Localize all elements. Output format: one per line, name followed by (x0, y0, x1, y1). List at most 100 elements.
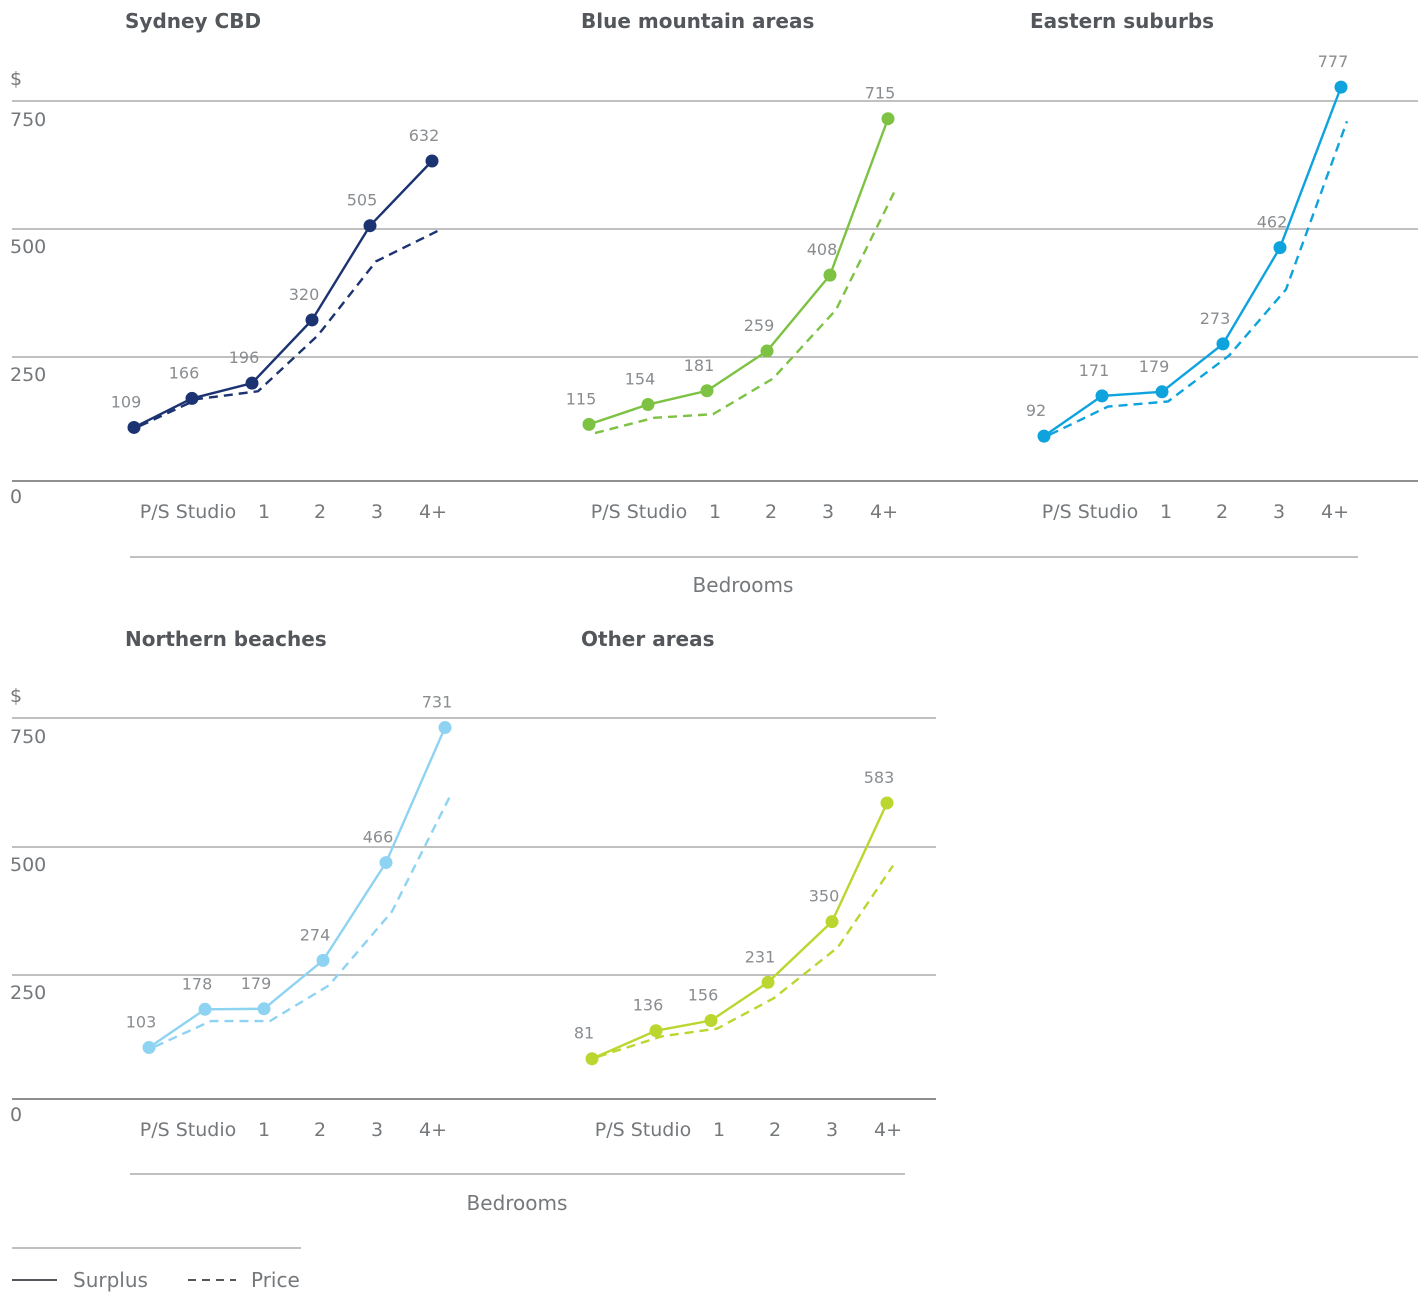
data-label: 154 (625, 370, 656, 389)
surplus-point (823, 268, 837, 282)
category-label: 2 (765, 501, 777, 523)
ytick-label: 500 (10, 854, 46, 876)
category-label: 1 (1160, 501, 1172, 523)
panel-title: Blue mountain areas (581, 9, 814, 33)
data-label: 136 (633, 996, 664, 1015)
category-label: P/S Studio (140, 1119, 236, 1141)
category-label: 3 (826, 1119, 838, 1141)
category-label: 3 (822, 501, 834, 523)
panel-title: Northern beaches (125, 627, 327, 651)
ytick-label: 250 (10, 982, 46, 1004)
surplus-series-line (148, 727, 447, 1049)
category-label: 4+ (874, 1119, 902, 1141)
yaxis-unit-label: $ (10, 68, 22, 90)
ytick-label: 500 (10, 236, 46, 258)
surplus-point (700, 384, 714, 398)
panel-title: Sydney CBD (125, 9, 261, 33)
surplus-point (641, 398, 655, 412)
data-label: 179 (1139, 357, 1170, 376)
panel-title: Other areas (581, 627, 715, 651)
surplus-series-line (1043, 86, 1343, 438)
data-label: 166 (169, 363, 200, 382)
data-label: 181 (684, 356, 715, 375)
category-label: P/S Studio (140, 501, 236, 523)
data-label: 632 (409, 126, 440, 145)
legend-surplus-label: Surplus (73, 1268, 148, 1292)
data-label: 178 (182, 974, 213, 993)
data-label: 583 (864, 768, 895, 787)
surplus-point (1037, 429, 1051, 443)
surplus-point (761, 975, 775, 989)
surplus-point (363, 219, 377, 233)
data-label: 274 (300, 925, 331, 944)
surplus-point (881, 112, 895, 126)
category-label: 2 (314, 501, 326, 523)
legend-price-label: Price (251, 1268, 300, 1292)
category-label: 3 (1273, 501, 1285, 523)
category-label: 2 (769, 1119, 781, 1141)
surplus-point (1095, 389, 1109, 403)
surplus-point (760, 344, 774, 358)
category-label: 4+ (419, 501, 447, 523)
surplus-series-line (133, 160, 433, 429)
surplus-point (1334, 80, 1348, 94)
yaxis-unit-label: $ (10, 685, 22, 707)
data-label: 179 (241, 974, 272, 993)
category-label: 4+ (870, 501, 898, 523)
category-label: 4+ (1321, 501, 1349, 523)
surplus-point (649, 1024, 663, 1038)
data-label: 350 (809, 887, 840, 906)
category-label: 2 (314, 1119, 326, 1141)
data-label: 156 (688, 986, 719, 1005)
xaxis-title-row2: Bedrooms (467, 1191, 568, 1215)
surplus-point (825, 915, 839, 929)
category-label: 3 (371, 501, 383, 523)
category-label: 4+ (419, 1119, 447, 1141)
data-label: 109 (111, 392, 142, 411)
surplus-point (142, 1041, 156, 1055)
data-label: 462 (1257, 213, 1288, 232)
data-label: 259 (744, 316, 775, 335)
surplus-point (582, 417, 596, 431)
price-series-line (597, 864, 894, 1058)
data-label: 81 (574, 1024, 594, 1043)
data-label: 408 (807, 240, 838, 259)
surplus-series-line (588, 118, 890, 426)
data-label: 715 (865, 84, 896, 103)
xaxis-title-row1: Bedrooms (693, 573, 794, 597)
data-label: 171 (1079, 361, 1110, 380)
category-label: P/S Studio (1042, 501, 1138, 523)
data-label: 777 (1318, 52, 1349, 71)
ytick-label: 750 (10, 726, 46, 748)
surplus-point (585, 1052, 599, 1066)
category-label: P/S Studio (591, 501, 687, 523)
ytick-label: 250 (10, 364, 46, 386)
category-label: 1 (258, 1119, 270, 1141)
surplus-point (1273, 241, 1287, 255)
ytick-label: 750 (10, 109, 46, 131)
data-label: 115 (566, 389, 597, 408)
category-label: 1 (258, 501, 270, 523)
surplus-point (257, 1002, 271, 1016)
surplus-point (198, 1002, 212, 1016)
surplus-point (185, 391, 199, 405)
category-label: 1 (709, 501, 721, 523)
surplus-point (438, 721, 452, 735)
data-label: 273 (1200, 309, 1231, 328)
data-label: 505 (347, 191, 378, 210)
surplus-point (1216, 337, 1230, 351)
data-label: 466 (363, 828, 394, 847)
surplus-point (379, 856, 393, 870)
data-label: 196 (229, 348, 260, 367)
surplus-point (704, 1014, 718, 1028)
data-label: 103 (126, 1013, 157, 1032)
ytick-label: 0 (10, 1104, 22, 1126)
data-label: 92 (1026, 401, 1046, 420)
data-label: 231 (745, 947, 776, 966)
surplus-point (245, 376, 259, 390)
category-label: P/S Studio (595, 1119, 691, 1141)
price-series-line (1049, 120, 1349, 436)
data-label: 320 (289, 285, 320, 304)
